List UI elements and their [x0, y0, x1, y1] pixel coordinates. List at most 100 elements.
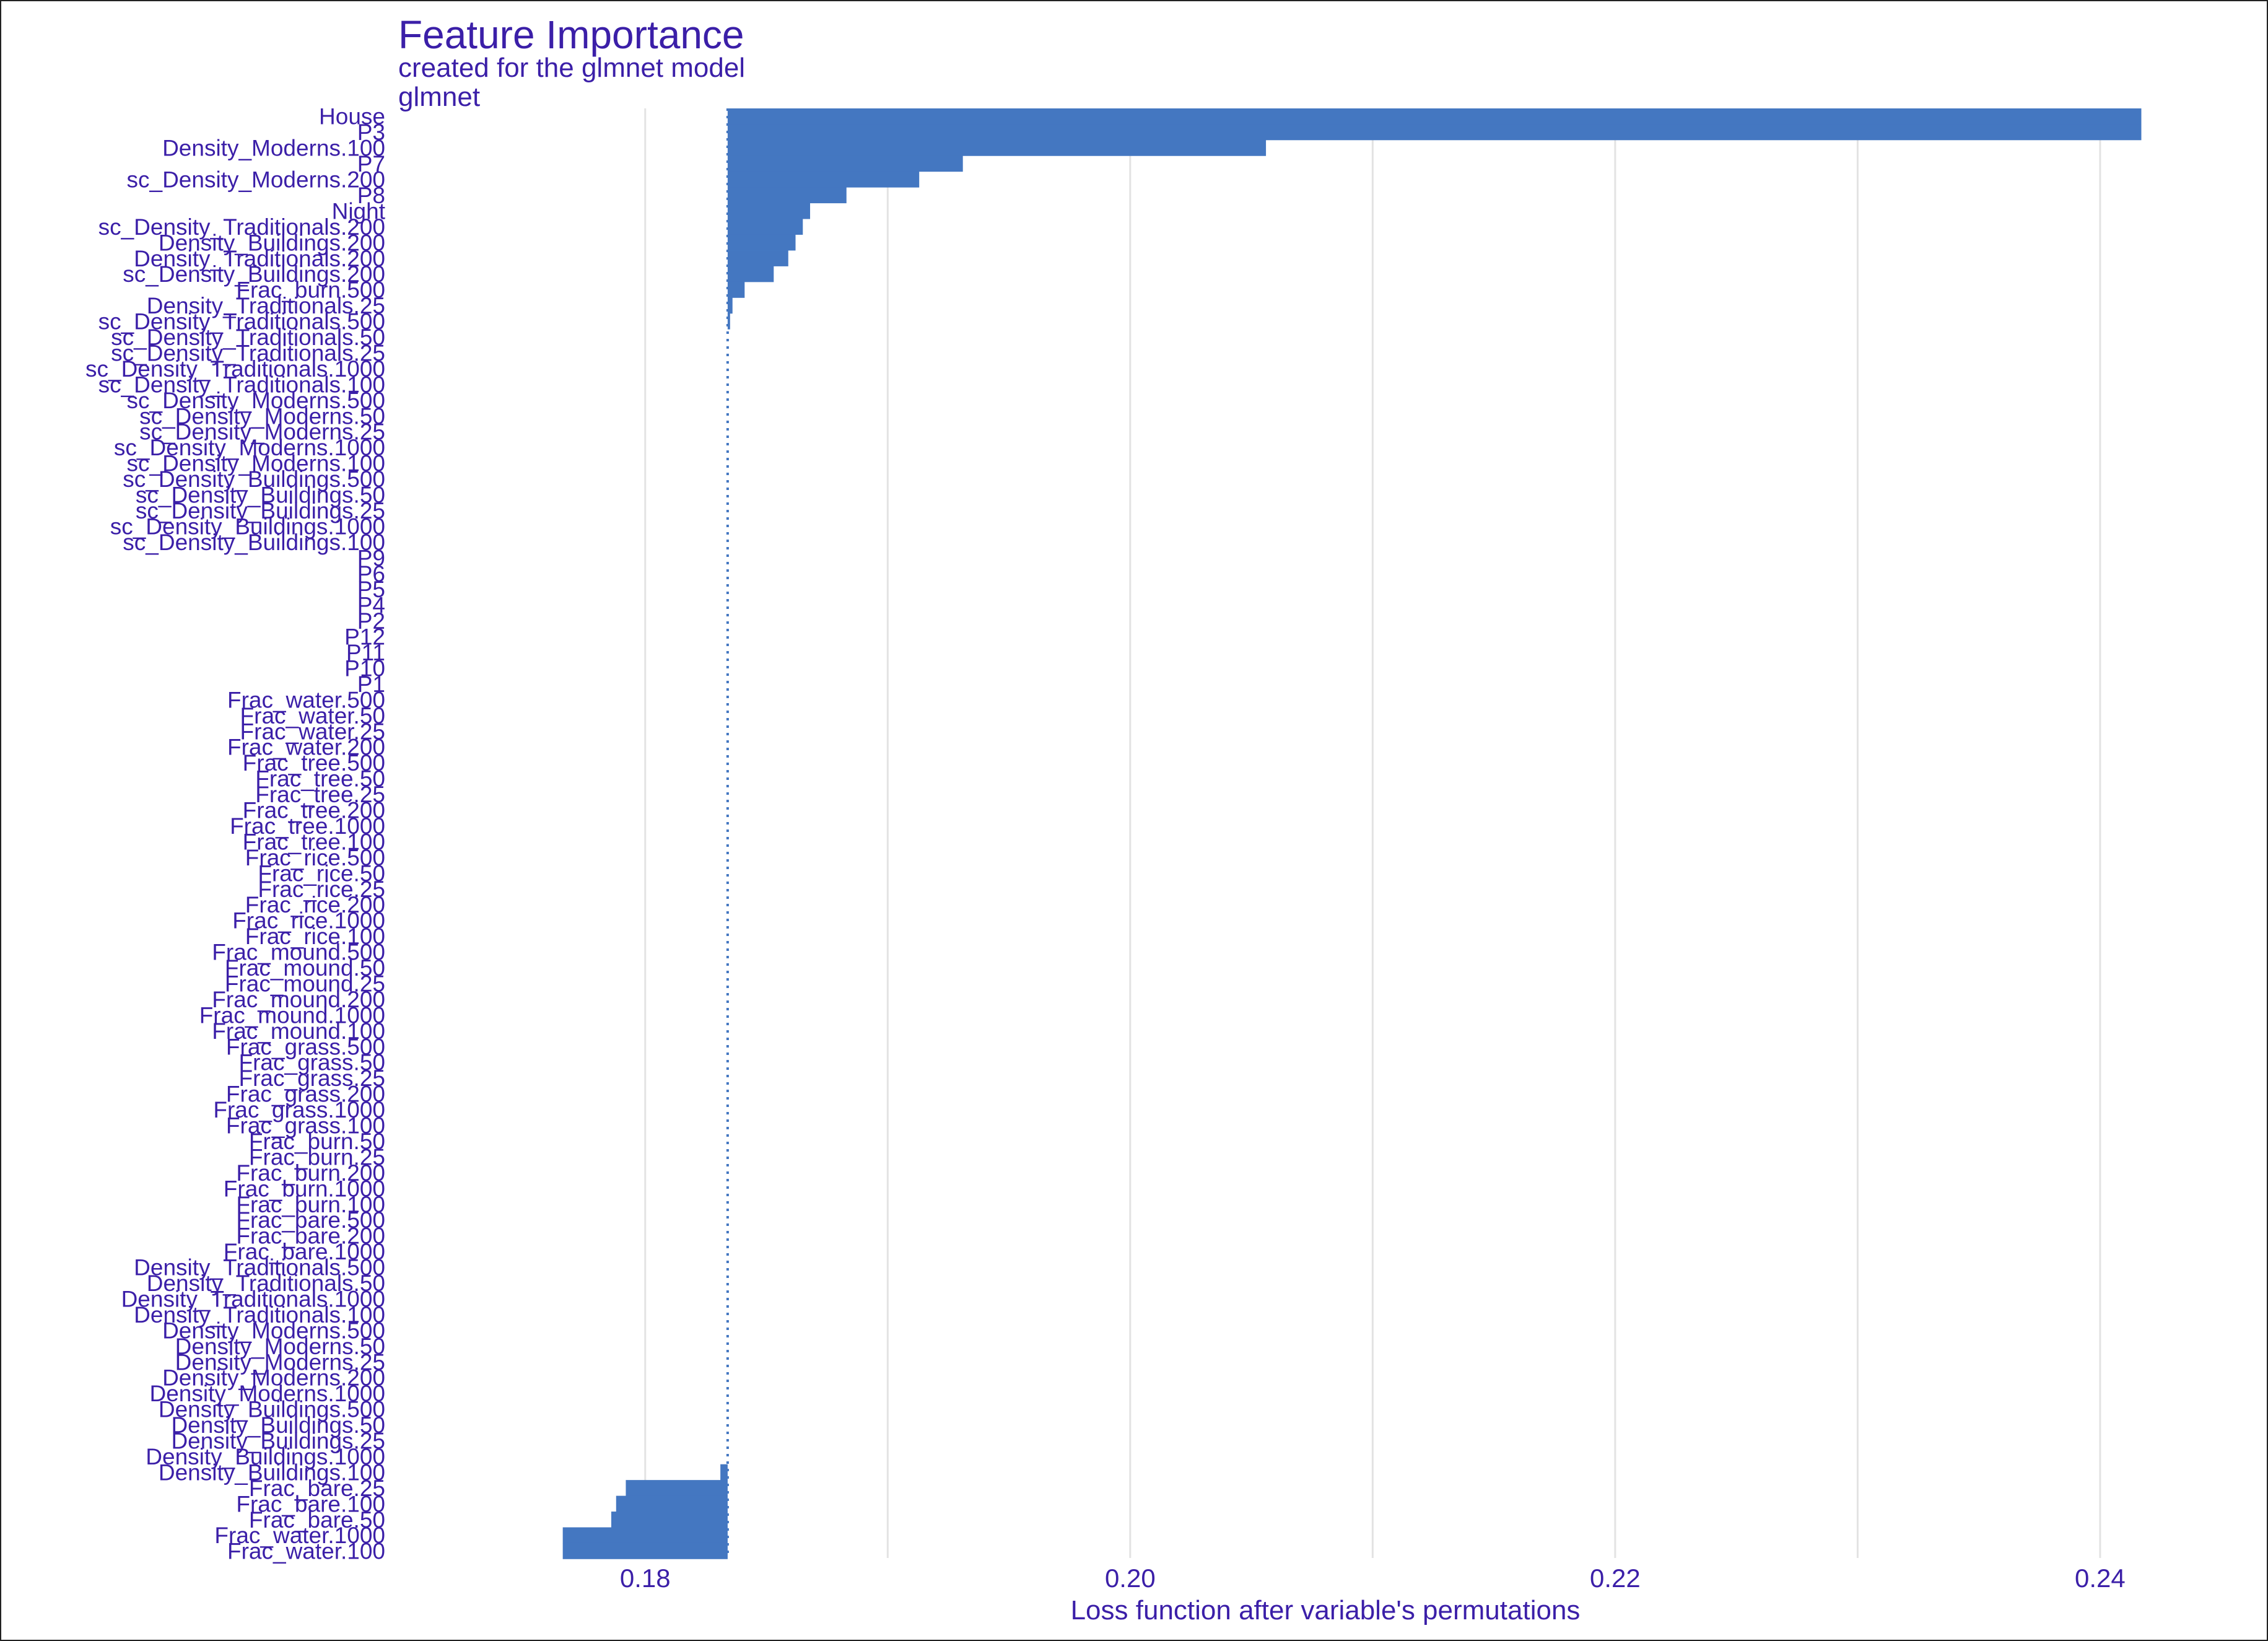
category-label: Frac_mound.1000 — [199, 1002, 385, 1028]
category-label: Density_Buildings.500 — [159, 1397, 385, 1422]
category-label: Frac_tree.200 — [243, 798, 385, 823]
bar-sc_Density_Traditionals.500 — [727, 313, 730, 330]
category-label: Frac_tree.25 — [255, 782, 385, 807]
category-label: Frac_rice.500 — [245, 845, 385, 870]
category-label: sc_Density_Moderns.100 — [127, 451, 386, 476]
category-label: sc_Density_Buildings.1000 — [110, 514, 385, 539]
category-label: Night — [332, 198, 386, 224]
bar-P8 — [727, 187, 847, 204]
category-label: P3 — [357, 120, 385, 145]
category-label: Frac_bare.1000 — [224, 1239, 385, 1264]
bar-Frac_burn.500 — [727, 281, 745, 298]
category-label: Density_Buildings.25 — [171, 1429, 385, 1454]
chart-subtitle-line-1: created for the glmnet model — [398, 53, 745, 83]
category-label: sc_Density_Buildings.50 — [136, 483, 385, 508]
category-label: P5 — [357, 577, 385, 602]
category-label: P9 — [357, 545, 385, 571]
bar-Density_Traditionals.200 — [727, 250, 788, 266]
category-label: Frac_grass.25 — [239, 1066, 386, 1091]
category-label: Frac_tree.500 — [243, 750, 385, 776]
category-label: P11 — [346, 640, 385, 665]
category-label: sc_Density_Moderns.1000 — [114, 435, 385, 460]
category-label: Frac_grass.100 — [226, 1113, 385, 1139]
category-label: sc_Density_Buildings.200 — [123, 261, 385, 287]
category-label: sc_Density_Moderns.25 — [139, 419, 385, 445]
category-label: sc_Density_Traditionals.100 — [98, 372, 385, 397]
bar-Frac_water.100 — [562, 1543, 728, 1559]
grid-layer — [644, 108, 2101, 1558]
category-label: sc_Density_Moderns.50 — [139, 403, 385, 429]
bar-Frac_bare.100 — [616, 1495, 728, 1512]
bar-sc_Density_Buildings.200 — [727, 266, 774, 282]
category-label: sc_Density_Buildings.100 — [123, 530, 385, 555]
bar-Density_Traditionals.25 — [727, 297, 733, 314]
category-label: Frac_grass.200 — [226, 1082, 385, 1107]
category-label: sc_Density_Buildings.500 — [123, 466, 385, 492]
x-tick-label: 0.24 — [2075, 1564, 2126, 1593]
category-label: Density_Moderns.25 — [175, 1349, 385, 1375]
category-label: Frac_rice.1000 — [232, 908, 385, 934]
category-label: Density_Moderns.50 — [175, 1334, 385, 1359]
category-label: Frac_bare.50 — [249, 1507, 385, 1533]
category-label: P7 — [357, 151, 385, 177]
bar-Density_Buildings.200 — [727, 234, 796, 251]
category-label: P4 — [357, 593, 385, 618]
category-label: P8 — [357, 183, 385, 208]
category-label: Frac_burn.200 — [236, 1160, 385, 1186]
category-label: Frac_mound.50 — [225, 955, 385, 981]
bar-Frac_bare.50 — [611, 1512, 728, 1528]
category-label: Frac_grass.1000 — [213, 1097, 385, 1122]
chart-title: Feature Importance — [398, 12, 744, 57]
category-label: Frac_water.500 — [227, 687, 385, 712]
category-label: Frac_mound.25 — [225, 971, 385, 996]
category-label: Frac_burn.25 — [249, 1144, 385, 1170]
bar-layer — [562, 108, 2142, 1559]
category-label: Density_Traditionals.50 — [147, 1271, 385, 1296]
category-label: Frac_mound.500 — [212, 940, 385, 965]
category-label: Density_Traditionals.500 — [134, 1255, 385, 1280]
bar-P3 — [727, 124, 2142, 141]
bar-Night — [727, 203, 811, 219]
category-label: Frac_grass.50 — [239, 1050, 386, 1075]
category-label: Density_Traditionals.100 — [134, 1302, 385, 1328]
bar-Frac_bare.25 — [626, 1480, 728, 1496]
category-label: Frac_mound.100 — [212, 1018, 385, 1044]
category-label: Density_Traditionals.200 — [134, 246, 385, 271]
category-label: Frac_tree.100 — [243, 829, 385, 854]
category-label: sc_Density_Traditionals.25 — [111, 340, 385, 365]
category-label: Frac_water.1000 — [214, 1523, 385, 1548]
category-label: Frac_rice.25 — [258, 877, 385, 902]
category-label: Frac_tree.1000 — [230, 813, 385, 839]
category-label: House — [319, 104, 385, 129]
category-label: Density_Moderns.100 — [162, 136, 385, 161]
category-label: sc_Density_Traditionals.200 — [98, 214, 385, 240]
category-label: Frac_mound.200 — [212, 987, 385, 1012]
x-tick-label: 0.18 — [620, 1564, 671, 1593]
bar-House — [727, 108, 2142, 125]
category-label: Density_Traditionals.1000 — [121, 1286, 385, 1311]
bar-sc_Density_Moderns.200 — [727, 171, 920, 188]
category-label: sc_Density_Moderns.500 — [127, 388, 386, 413]
category-label: Density_Buildings.100 — [159, 1459, 385, 1485]
bar-P7 — [727, 155, 963, 172]
category-label: P2 — [357, 608, 385, 634]
category-label: Frac_grass.500 — [226, 1034, 385, 1059]
category-label: Frac_water.25 — [240, 719, 385, 744]
x-tick-label: 0.20 — [1105, 1564, 1156, 1593]
category-label: Frac_tree.50 — [255, 766, 385, 792]
category-label: Density_Traditionals.25 — [147, 293, 385, 318]
x-axis-label: Loss function after variable's permutati… — [1071, 1595, 1581, 1626]
category-label: Frac_rice.50 — [258, 860, 385, 886]
category-label: Frac_bare.25 — [249, 1476, 385, 1501]
category-label: Density_Buildings.1000 — [146, 1444, 385, 1469]
category-label: P6 — [357, 561, 385, 587]
bar-Frac_water.1000 — [562, 1527, 728, 1544]
category-label: sc_Density_Traditionals.500 — [98, 309, 385, 335]
category-label: Frac_rice.200 — [245, 892, 385, 917]
category-label: Frac_bare.200 — [236, 1223, 385, 1249]
category-label: Density_Buildings.50 — [171, 1412, 385, 1438]
category-label: Density_Moderns.200 — [162, 1365, 385, 1391]
category-label: Density_Buildings.200 — [159, 230, 385, 255]
